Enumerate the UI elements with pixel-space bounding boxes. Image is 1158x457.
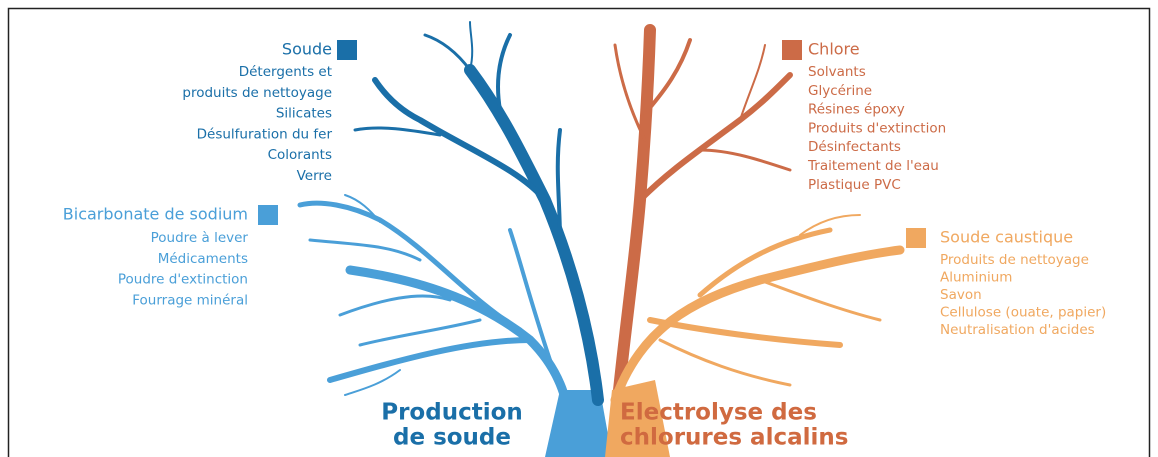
group-title: Bicarbonate de sodium <box>63 205 248 224</box>
group-title: Soude caustique <box>940 228 1073 247</box>
trunk-label: de soude <box>393 425 511 451</box>
group-item: Résines époxy <box>808 102 905 118</box>
group-title: Soude <box>282 40 332 59</box>
group-item: Poudre d'extinction <box>118 272 248 288</box>
group-item: Traitement de l'eau <box>807 158 939 174</box>
group-item: Neutralisation d'acides <box>940 322 1095 338</box>
group-item: Savon <box>940 287 982 303</box>
group-item: Désinfectants <box>808 139 901 155</box>
group-item: Détergents et <box>239 64 332 80</box>
group-item: Verre <box>297 168 332 184</box>
trunk-label: Production <box>381 400 523 426</box>
group-item: Cellulose (ouate, papier) <box>940 305 1106 321</box>
legend-square <box>258 205 278 225</box>
legend-square <box>782 40 802 60</box>
group-item: Colorants <box>268 147 332 163</box>
group-item: Désulfuration du fer <box>197 126 333 142</box>
group-title: Chlore <box>808 40 860 59</box>
trunk-label: chlorures alcalins <box>620 425 848 451</box>
group-item: Produits d'extinction <box>808 120 946 136</box>
legend-square <box>337 40 357 60</box>
group-item: Produits de nettoyage <box>940 252 1089 268</box>
group-item: Médicaments <box>158 251 248 267</box>
group-item: Aluminium <box>940 270 1012 286</box>
group-item: Poudre à lever <box>151 230 249 246</box>
group-item: Plastique PVC <box>808 177 901 193</box>
group-item: Glycérine <box>808 83 872 99</box>
group-item: produits de nettoyage <box>182 85 332 101</box>
branch-light-orange <box>615 215 900 400</box>
group-item: Silicates <box>276 106 332 122</box>
diagram: Soude Détergents et produits de nettoyage S… <box>0 0 1158 457</box>
group-item: Solvants <box>808 64 866 80</box>
legend-square <box>906 228 926 248</box>
trunk-label: Electrolyse des <box>620 400 817 426</box>
group-item: Fourrage minéral <box>132 292 248 308</box>
